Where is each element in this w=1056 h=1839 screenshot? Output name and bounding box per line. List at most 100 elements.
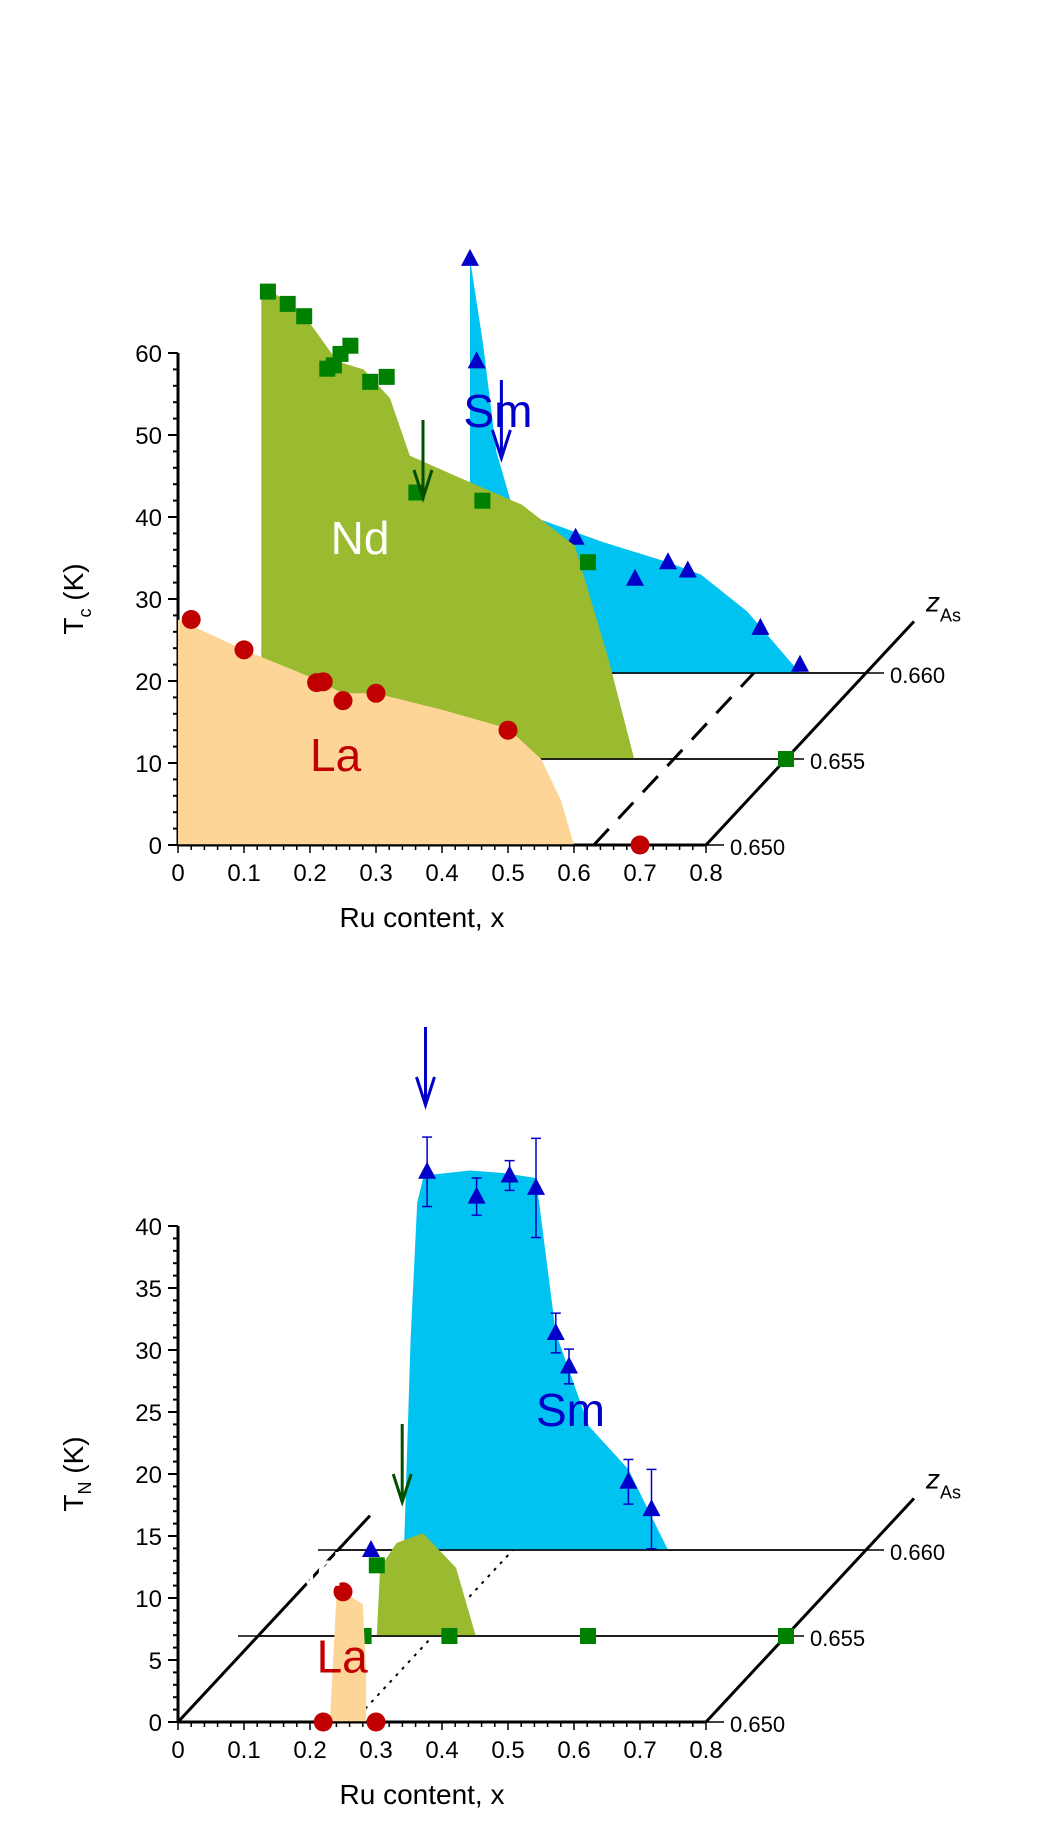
x-tick-label: 0.2 <box>293 860 326 887</box>
z-tick-label: 0.650 <box>730 1712 785 1737</box>
chart-panel-2: 0 5 10 15 20 25 30 35 40 0 0.1 0.2 0.3 0.4 0.5 0.6 0.7 0.… <box>58 1027 961 1810</box>
x-tick-label: 0.1 <box>227 1737 260 1764</box>
data-point-la <box>313 1712 333 1732</box>
y-tick-label: 0 <box>149 833 162 860</box>
y-tick-label: 5 <box>149 1648 162 1675</box>
x-tick-label: 0.6 <box>557 860 590 887</box>
x-tick-label: 0.2 <box>293 1737 326 1764</box>
z-tick-label: 0.660 <box>890 1540 945 1565</box>
dashed-guide <box>592 663 763 847</box>
data-point-nd <box>296 308 313 325</box>
z-tick-label: 0.655 <box>810 1626 865 1651</box>
data-point-nd <box>259 283 276 300</box>
z-tick-label: 0.660 <box>890 663 945 688</box>
data-point-nd <box>368 1557 385 1574</box>
arrowhead-sm <box>490 429 512 463</box>
data-point-sm <box>678 560 697 578</box>
x-tick-label: 0.4 <box>425 860 458 887</box>
data-point-sm <box>560 1356 578 1374</box>
y-axis-title: TN (K) <box>58 1436 95 1511</box>
data-point-sm <box>418 1161 437 1179</box>
x-tick-label: 0.3 <box>359 1737 392 1764</box>
data-point-nd <box>474 492 491 509</box>
y-tick-label: 30 <box>135 1338 162 1365</box>
data-point-sm <box>461 248 479 266</box>
x-tick-label: 0.5 <box>491 1737 524 1764</box>
z-axis-line <box>704 620 916 847</box>
chart-panel-1: 0 10 20 30 40 50 60 0 0.1 0.2 0.3 0.4 0.5 0.6 0.7 0.8 Ru… <box>58 248 961 933</box>
y-tick-label: 10 <box>135 1586 162 1613</box>
data-point-nd <box>378 368 395 385</box>
y-tick-label: 50 <box>135 423 162 450</box>
y-tick-label: 0 <box>149 1710 162 1737</box>
arrowhead-nd <box>391 1473 413 1507</box>
y-tick-label: 20 <box>135 1462 162 1489</box>
data-point-sm <box>467 1186 486 1204</box>
data-point-sm <box>527 1177 545 1195</box>
series-label-sm: Sm <box>463 385 532 437</box>
x-axis-title: Ru content, x <box>340 1779 505 1810</box>
data-point-sm <box>362 1540 380 1557</box>
z-axis-line <box>704 1497 916 1724</box>
y-tick-label: 30 <box>135 587 162 614</box>
series-label-la: La <box>310 729 362 781</box>
y-tick-label: 20 <box>135 669 162 696</box>
data-point-sm <box>619 1471 638 1489</box>
data-point-sm <box>791 654 809 672</box>
z-axis-title: zAs <box>925 1463 961 1502</box>
y-axis-title: Tc (K) <box>58 563 95 634</box>
data-point-la <box>234 640 254 660</box>
data-point-nd <box>580 1628 596 1644</box>
data-point-la <box>630 835 650 855</box>
x-tick-label: 0 <box>171 1737 184 1764</box>
x-tick-label: 0.8 <box>689 860 722 887</box>
data-point-la <box>498 720 518 740</box>
arrowhead-sm <box>415 1076 436 1110</box>
z-axis-title: zAs <box>925 586 961 625</box>
z-tick-label: 0.650 <box>730 835 785 860</box>
data-point-nd <box>362 373 379 390</box>
data-point-la <box>181 610 201 629</box>
y-tick-label: 10 <box>135 751 162 778</box>
x-tick-label: 0.4 <box>425 1737 458 1764</box>
area-nd <box>376 1533 476 1636</box>
z-tick-label: 0.655 <box>810 749 865 774</box>
data-point-sm <box>626 568 644 586</box>
area-sm <box>404 1170 668 1550</box>
data-point-sm <box>642 1499 661 1517</box>
series-label-sm: Sm <box>536 1384 605 1436</box>
x-tick-label: 0.3 <box>359 860 392 887</box>
data-point-nd <box>441 1628 458 1644</box>
data-point-sm <box>467 351 486 369</box>
x-tick-label: 0.8 <box>689 1737 722 1764</box>
data-point-sm <box>751 617 770 635</box>
y-tick-label: 25 <box>135 1400 162 1427</box>
data-point-sm <box>566 527 585 545</box>
data-point-nd <box>342 337 359 354</box>
data-point-la <box>313 672 333 692</box>
data-point-sm <box>659 552 677 570</box>
x-tick-label: 0.7 <box>623 1737 656 1764</box>
series-label-nd: Nd <box>331 512 390 564</box>
x-tick-label: 0.5 <box>491 860 524 887</box>
area-la <box>329 1591 367 1722</box>
data-point-nd <box>580 554 596 571</box>
y-tick-label: 15 <box>135 1524 162 1551</box>
data-point-la <box>333 1582 353 1602</box>
series-label-nd: Nd <box>284 1544 343 1596</box>
area-la <box>178 619 574 845</box>
x-tick-label: 0 <box>171 860 184 887</box>
data-point-nd <box>279 295 296 312</box>
area-nd <box>258 287 635 759</box>
data-point-nd <box>778 1628 794 1644</box>
data-point-la <box>333 691 353 711</box>
x-tick-label: 0.7 <box>623 860 656 887</box>
y-tick-label: 40 <box>135 1214 162 1241</box>
data-point-la <box>366 683 386 703</box>
arrowhead-nd <box>412 469 434 503</box>
x-tick-label: 0.1 <box>227 860 260 887</box>
data-point-sm <box>500 1165 519 1183</box>
data-point-la <box>366 1712 386 1732</box>
y-tick-label: 60 <box>135 341 162 368</box>
